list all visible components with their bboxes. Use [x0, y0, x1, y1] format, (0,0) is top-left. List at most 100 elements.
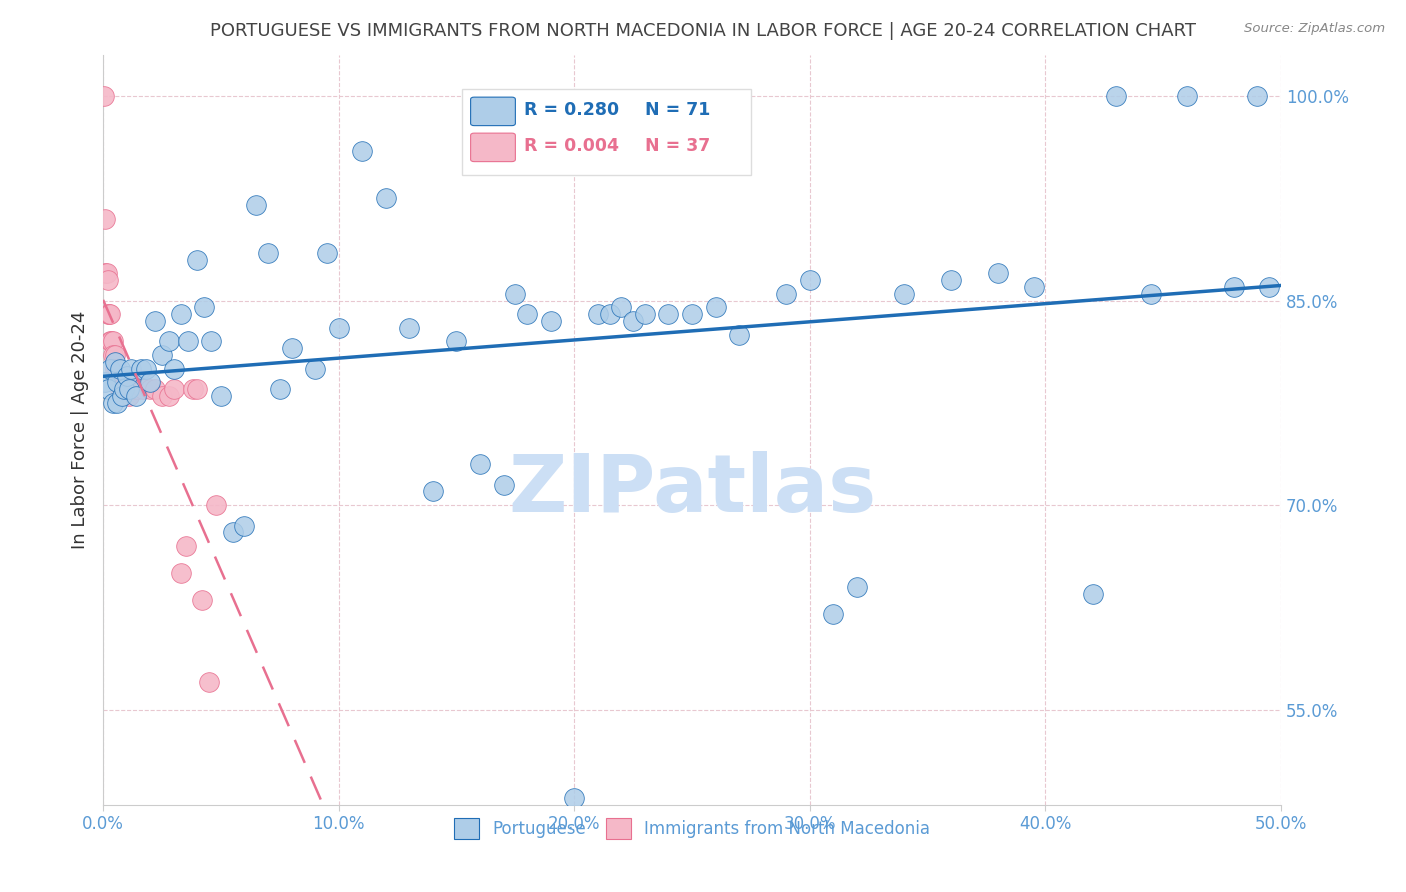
Point	[205, 498, 228, 512]
Point	[505, 286, 527, 301]
Point	[540, 314, 562, 328]
Text: PORTUGUESE VS IMMIGRANTS FROM NORTH MACEDONIA IN LABOR FORCE | AGE 20-24 CORRELA: PORTUGUESE VS IMMIGRANTS FROM NORTH MACE…	[209, 22, 1197, 40]
Point	[108, 361, 131, 376]
Point	[111, 382, 134, 396]
FancyBboxPatch shape	[471, 133, 516, 161]
Point	[96, 266, 118, 280]
Point	[681, 307, 703, 321]
Point	[108, 376, 131, 390]
Point	[125, 389, 148, 403]
Point	[1140, 286, 1163, 301]
Point	[94, 376, 117, 390]
Point	[516, 307, 538, 321]
Point	[118, 389, 141, 403]
Point	[101, 334, 124, 349]
Point	[468, 457, 491, 471]
Point	[799, 273, 821, 287]
Point	[105, 361, 128, 376]
Point	[823, 607, 845, 621]
Text: ZIPatlas: ZIPatlas	[508, 451, 876, 529]
Point	[186, 382, 208, 396]
Point	[987, 266, 1010, 280]
Point	[352, 144, 374, 158]
Point	[177, 334, 200, 349]
Point	[104, 361, 127, 376]
Point	[634, 307, 657, 321]
Point	[1022, 280, 1045, 294]
Point	[193, 301, 215, 315]
Point	[1175, 89, 1198, 103]
Point	[374, 191, 396, 205]
Point	[1223, 280, 1246, 294]
Point	[115, 382, 138, 396]
Point	[233, 518, 256, 533]
Point	[94, 266, 117, 280]
Point	[245, 198, 267, 212]
Point	[135, 361, 157, 376]
Point	[845, 580, 868, 594]
Point	[118, 382, 141, 396]
Point	[163, 361, 186, 376]
Legend: Portuguese, Immigrants from North Macedonia: Portuguese, Immigrants from North Macedo…	[447, 812, 936, 846]
Point	[209, 389, 232, 403]
Y-axis label: In Labor Force | Age 20-24: In Labor Force | Age 20-24	[72, 311, 89, 549]
Point	[150, 389, 173, 403]
Point	[328, 321, 350, 335]
Point	[108, 382, 131, 396]
Point	[728, 327, 751, 342]
Point	[157, 334, 180, 349]
Point	[775, 286, 797, 301]
Point	[893, 286, 915, 301]
Point	[105, 376, 128, 390]
Text: N = 37: N = 37	[645, 136, 710, 155]
Point	[586, 307, 609, 321]
Point	[97, 307, 120, 321]
Point	[221, 525, 243, 540]
Point	[94, 211, 117, 226]
Point	[100, 334, 122, 349]
Point	[170, 566, 193, 581]
Point	[280, 341, 302, 355]
Point	[98, 307, 121, 321]
Point	[139, 382, 162, 396]
Point	[304, 361, 326, 376]
Point	[446, 334, 468, 349]
Point	[157, 389, 180, 403]
Point	[132, 382, 155, 396]
Point	[129, 361, 152, 376]
Point	[174, 539, 197, 553]
Point	[257, 245, 280, 260]
Point	[93, 89, 115, 103]
Point	[610, 301, 633, 315]
Text: Source: ZipAtlas.com: Source: ZipAtlas.com	[1244, 22, 1385, 36]
Point	[181, 382, 204, 396]
Point	[111, 389, 134, 403]
Point	[112, 382, 135, 396]
Point	[127, 382, 149, 396]
Point	[104, 348, 127, 362]
Point	[97, 273, 120, 287]
Text: N = 71: N = 71	[645, 101, 710, 119]
Point	[97, 382, 120, 396]
Point	[120, 361, 142, 376]
Point	[122, 382, 145, 396]
Point	[98, 334, 121, 349]
Point	[1258, 280, 1281, 294]
Point	[492, 477, 515, 491]
Point	[1246, 89, 1268, 103]
Point	[115, 368, 138, 383]
FancyBboxPatch shape	[463, 89, 751, 175]
Point	[101, 348, 124, 362]
Point	[599, 307, 621, 321]
Point	[98, 307, 121, 321]
Point	[143, 314, 166, 328]
Point	[198, 675, 221, 690]
Point	[101, 396, 124, 410]
Point	[657, 307, 679, 321]
Point	[104, 355, 127, 369]
Text: R = 0.004: R = 0.004	[523, 136, 619, 155]
Point	[1105, 89, 1128, 103]
Point	[269, 382, 291, 396]
Point	[143, 382, 166, 396]
Point	[398, 321, 420, 335]
